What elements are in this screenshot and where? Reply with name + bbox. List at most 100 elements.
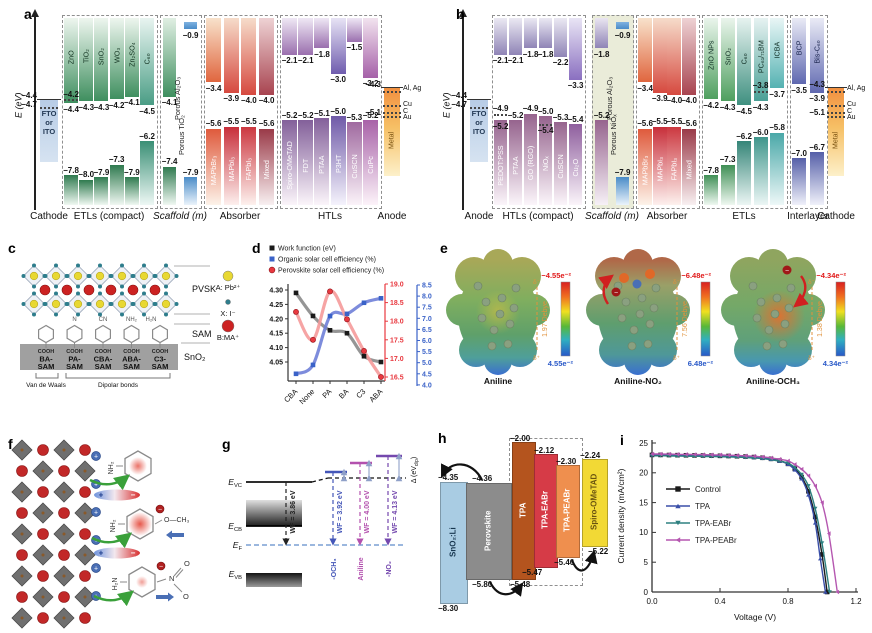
b-site-atom [62, 574, 66, 578]
energy-bar-cb [737, 18, 751, 106]
wf-value: WF = 4.00 eV [364, 490, 371, 533]
energy-bar-cb [770, 18, 784, 89]
atom [651, 283, 661, 293]
marker-square [819, 552, 825, 557]
energy-value: −5.80 [472, 580, 493, 589]
iodide-atom [142, 263, 146, 268]
energy-value: −2.00 [510, 434, 531, 443]
delta-minus-label: δ⁻ [533, 279, 541, 286]
energy-value: −5.8 [769, 123, 785, 133]
charge-icon [156, 561, 166, 571]
ma-cation [149, 284, 161, 296]
tick-label: 4.15 [269, 331, 283, 338]
tick-label: 6.0 [422, 338, 432, 345]
surface-charge-icon [91, 451, 101, 461]
atom [762, 341, 772, 351]
energy-bar-vb [753, 137, 768, 205]
iodide-atom [54, 263, 58, 268]
a-site-cation [58, 591, 70, 603]
dipole-value: 1.38 Debye [817, 301, 824, 337]
bond-type-label: Dipolar bonds [98, 382, 139, 389]
marker-triangle-left [786, 458, 790, 464]
energy-bar-vb [616, 177, 629, 205]
panel-e: e −4.55e⁻² 4.55e⁻² δ⁻ δ⁺ 1.97 Debye Aniline − −… [438, 240, 872, 408]
b-site-atom [62, 448, 66, 452]
energy-bar-cb [753, 18, 768, 102]
energy-value: −3.9 [651, 94, 668, 104]
section-label: HTLs [318, 211, 342, 222]
iodide-atom [54, 291, 58, 296]
pb-atom [95, 299, 105, 309]
energy-bar-cb [494, 18, 507, 55]
colorbar [835, 281, 846, 357]
energy-value: −5.2 [492, 121, 509, 131]
a-site-cation [16, 549, 28, 561]
energy-bar-cb [330, 18, 346, 74]
energy-bar-vb [652, 126, 667, 205]
a-site-cation [37, 528, 49, 540]
b-site-atom [83, 553, 87, 557]
marker-triangle-left [769, 455, 773, 461]
marker-triangle-left [793, 462, 797, 467]
energy-bar-vb [298, 120, 314, 205]
marker-triangle-down [675, 520, 681, 526]
material-label: TPA [518, 502, 528, 518]
b-site-atom [20, 448, 24, 452]
iodide-atom [54, 284, 58, 289]
b-site-atom [62, 490, 66, 494]
energy-bar-vb [223, 126, 239, 205]
molecule-label: -NO₂ [386, 561, 393, 577]
energy-value: −4.36 [472, 474, 493, 483]
amine-label: NH₂ [108, 461, 115, 474]
energy-bar-cb [163, 18, 176, 97]
energy-bar-vb [509, 120, 522, 205]
material-label: TPA-EABr [540, 490, 550, 530]
energy-bar-cb [140, 18, 154, 106]
energy-value: −1.8 [313, 49, 330, 59]
delta-plus-label: δ⁺ [673, 355, 681, 362]
electrode-label: FTO [41, 109, 57, 118]
material-label: GO (RGO) [526, 145, 535, 180]
layer-label-pvsk: PVSK [192, 284, 216, 294]
energy-bar-cb [94, 18, 109, 102]
legend-atom [222, 270, 234, 282]
energy-value: −4.2 [108, 100, 125, 110]
panel-label-a: a [24, 6, 32, 22]
dipole-plus: + [99, 549, 104, 558]
energy-bar-vb [554, 122, 567, 205]
material-label: ICBA [772, 41, 782, 59]
material-label: PC₆₁/₇₁BM [756, 40, 765, 74]
marker-triangle-left [675, 537, 681, 543]
energy-value: −5.6 [205, 119, 222, 129]
a-site-cation [16, 465, 28, 477]
sam-name: SAM [123, 362, 140, 371]
energy-value: −3.9 [223, 94, 240, 104]
energy-dotted [753, 90, 768, 93]
energy-axis-line [34, 16, 36, 210]
b-site-atom [41, 595, 45, 599]
material-label: Bis-C₆₀ [812, 40, 822, 65]
iodide-atom [98, 312, 102, 317]
a-site-cation [37, 570, 49, 582]
energy-bar-vb [241, 126, 257, 205]
energy-bar-vb [206, 128, 221, 205]
tick-label: 4.20 [269, 316, 283, 323]
marker-triangle-up [799, 476, 804, 481]
marker-triangle-down [827, 590, 832, 594]
energy-value: −1.8 [522, 49, 539, 59]
oxygen-label: O [183, 592, 189, 601]
sam-name: PA- [68, 355, 81, 364]
electrode-label: ITO [42, 127, 56, 136]
energy-value: −4.0 [258, 96, 275, 106]
energy-bar-vb [140, 141, 154, 205]
energy-value: −8.30 [438, 604, 459, 613]
iodide-atom [164, 263, 168, 268]
energy-bar-vb [569, 124, 582, 205]
ma-cation [39, 284, 51, 296]
energy-dotted [494, 113, 507, 116]
tick-label: 4.0 [422, 382, 432, 389]
electron-donation-arrow [91, 532, 133, 549]
panel-i: i 0 5 10 15 20 25 0.0 0.4 0.8 1.2 Voltage (V) Curre… [614, 432, 872, 632]
iodide-atom [120, 263, 124, 268]
energy-bar-cb [792, 18, 806, 85]
